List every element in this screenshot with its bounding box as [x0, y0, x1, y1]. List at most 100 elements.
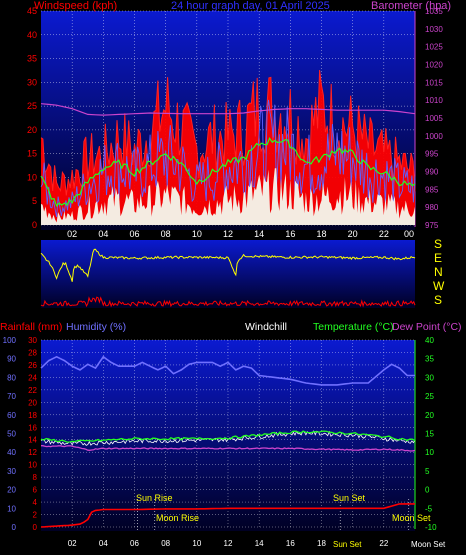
humidity-y-tick-label: 90 — [7, 355, 16, 364]
humidity-y-tick-label: 80 — [7, 373, 16, 382]
temp-y-tick-label: 10 — [425, 448, 434, 457]
windspeed-axis-title: Windspeed (kph) — [34, 0, 118, 12]
sunset-marker-label: Sun Set — [333, 493, 366, 503]
temp-x-tick-label: 02 — [68, 539, 77, 548]
baro-y-tick-label: 975 — [425, 221, 439, 230]
dewpoint-axis-title: Dew Point (°C) — [392, 321, 462, 333]
temperature-axis-title: Temperature (°C) — [313, 321, 394, 333]
wind-x-tick-label: 00 — [404, 229, 414, 239]
humidity-y-tick-label: 10 — [7, 504, 16, 513]
temp-x-tick-label: 16 — [286, 539, 295, 548]
humidity-y-tick-label: 60 — [7, 411, 16, 420]
sunrise-marker-label: Sun Rise — [136, 493, 173, 503]
temp-y-tick-label: 5 — [425, 467, 430, 476]
wind-y-tick-label: 10 — [27, 172, 37, 182]
rain-y-tick-label: 30 — [28, 336, 37, 345]
rain-y-tick-label: 28 — [28, 348, 37, 357]
series-layer — [40, 69, 416, 528]
compass-e: E — [434, 251, 443, 265]
humidity-y-tick-label: 40 — [7, 448, 16, 457]
wind-average-line — [40, 137, 416, 208]
baro-y-tick-label: 1010 — [425, 96, 443, 105]
temp-y-tick-label: 35 — [425, 355, 434, 364]
rain-y-tick-label: 8 — [33, 473, 38, 482]
graph-title: 24 hour graph day, 01 April 2025 — [171, 0, 330, 12]
humidity-y-tick-label: 50 — [7, 430, 16, 439]
rain-y-tick-label: 22 — [28, 386, 37, 395]
wind-gust-area — [41, 70, 415, 225]
humidity-line — [40, 355, 415, 386]
temp-y-tick-label: 0 — [425, 486, 430, 495]
moonrise-marker-label: Moon Rise — [156, 513, 200, 523]
barometer-axis-title: Barometer (hpa) — [371, 0, 452, 12]
temp-y-tick-label: -5 — [425, 504, 433, 513]
wind-x-tick-label: 02 — [67, 229, 77, 239]
wind-x-tick-label: 10 — [192, 229, 202, 239]
humidity-y-tick-label: 0 — [12, 523, 17, 532]
baro-y-tick-label: 1015 — [425, 78, 443, 87]
axis-sunset-label: Sun Set — [333, 540, 362, 549]
wind-y-tick-label: 20 — [27, 125, 37, 135]
compass-s-top: S — [434, 237, 443, 251]
baro-y-tick-label: 1005 — [425, 114, 443, 123]
wind-y-tick-label: 25 — [27, 101, 37, 111]
compass-s-bottom: S — [434, 293, 443, 307]
direction-speed-line — [40, 296, 416, 308]
temp-x-tick-label: 06 — [130, 539, 139, 548]
rain-y-tick-label: 10 — [28, 461, 37, 470]
wind-spike-line — [40, 99, 416, 217]
rain-y-tick-label: 4 — [33, 498, 38, 507]
wind-x-tick-label: 04 — [98, 229, 108, 239]
wind-x-tick-label: 06 — [129, 229, 139, 239]
temp-y-tick-label: 20 — [425, 411, 434, 420]
temp-x-tick-label: 18 — [317, 539, 326, 548]
wind-x-tick-label: 20 — [348, 229, 358, 239]
rainfall-axis-title: Rainfall (mm) — [0, 321, 63, 333]
rain-y-tick-label: 14 — [28, 436, 37, 445]
wind-direction-line — [40, 248, 416, 282]
rain-y-tick-label: 0 — [33, 523, 38, 532]
rain-y-tick-label: 6 — [33, 486, 38, 495]
windspeed-series-line — [40, 69, 416, 196]
rain-y-tick-label: 16 — [28, 423, 37, 432]
baro-y-tick-label: 980 — [425, 203, 439, 212]
wind-x-tick-label: 18 — [316, 229, 326, 239]
wind-x-tick-label: 14 — [254, 229, 264, 239]
compass-w: W — [433, 279, 445, 293]
wind-y-tick-label: 35 — [27, 54, 37, 64]
temp-y-tick-label: 40 — [425, 336, 434, 345]
rainfall-line — [40, 503, 415, 528]
temp-x-tick-label: 04 — [99, 539, 108, 548]
temp-y-tick-label: 25 — [425, 392, 434, 401]
rain-y-tick-label: 20 — [28, 398, 37, 407]
wind-y-tick-label: 45 — [27, 6, 37, 16]
wind-y-tick-label: 5 — [32, 196, 37, 206]
rain-y-tick-label: 12 — [28, 448, 37, 457]
humidity-y-tick-label: 70 — [7, 392, 16, 401]
baro-y-tick-label: 1035 — [425, 7, 443, 16]
baro-y-tick-label: 990 — [425, 168, 439, 177]
barometer-line — [40, 103, 416, 116]
temperature-line — [40, 430, 416, 443]
wind-x-tick-label: 08 — [161, 229, 171, 239]
axis-moonset-label: Moon Set — [411, 540, 446, 549]
wind-min-area — [41, 168, 415, 225]
direction-panel-background — [41, 240, 415, 308]
rain-y-tick-label: 24 — [28, 373, 37, 382]
baro-y-tick-label: 1030 — [425, 25, 443, 34]
humidity-y-tick-label: 30 — [7, 467, 16, 476]
temp-x-tick-label: 08 — [161, 539, 170, 548]
humidity-axis-title: Humidity (%) — [66, 321, 127, 333]
temp-x-tick-label: 22 — [379, 539, 388, 548]
rain-y-tick-label: 2 — [33, 511, 38, 520]
axis-tick-labels: 0510152025303540459759809859909951000100… — [3, 6, 444, 548]
temp-x-tick-label: 14 — [255, 539, 264, 548]
windchill-axis-title: Windchill — [245, 321, 288, 333]
baro-y-tick-label: 1020 — [425, 61, 443, 70]
wind-x-tick-label: 16 — [285, 229, 295, 239]
wind-x-tick-label: 12 — [223, 229, 233, 239]
wind-y-tick-label: 40 — [27, 30, 37, 40]
rain-y-tick-label: 18 — [28, 411, 37, 420]
wind-x-tick-label: 22 — [379, 229, 389, 239]
